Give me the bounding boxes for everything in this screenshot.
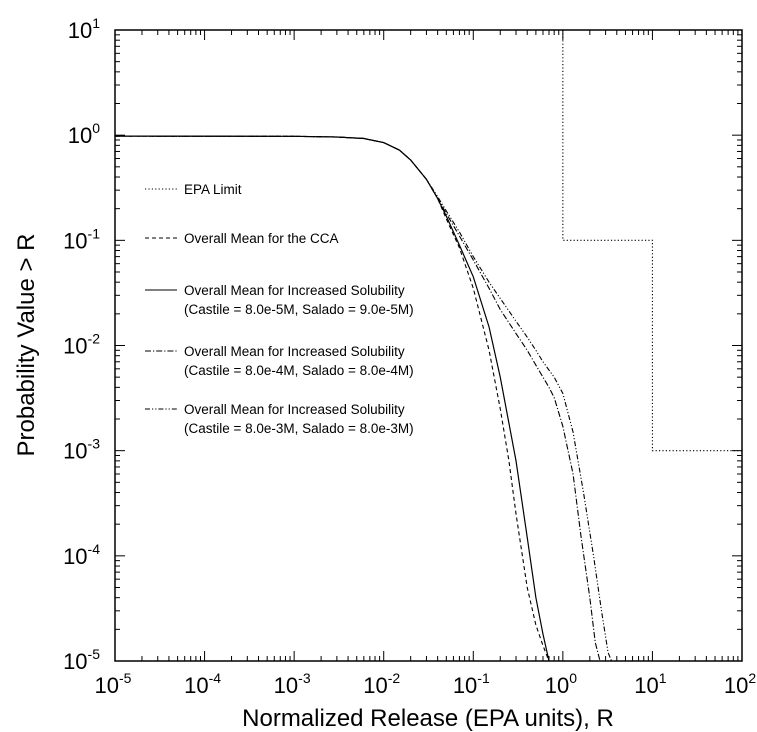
legend-label-5: Overall Mean for Increased Solubility bbox=[184, 402, 405, 417]
legend: EPA Limit Overall Mean for the CCA Overall… bbox=[145, 182, 414, 436]
y-tick-label: 10-5 bbox=[63, 646, 100, 674]
legend-label-3: Overall Mean for Increased Solubility bbox=[184, 283, 405, 298]
series-line-5 bbox=[114, 135, 613, 662]
legend-label-3: (Castile = 8.0e-5M, Salado = 9.0e-5M) bbox=[184, 302, 414, 317]
series-line-4 bbox=[114, 135, 601, 662]
x-axis-label: Normalized Release (EPA units), R bbox=[242, 705, 614, 732]
legend-label-5: (Castile = 8.0e-3M, Salado = 8.0e-3M) bbox=[184, 421, 414, 436]
y-axis-label: Probability Value > R bbox=[13, 233, 40, 456]
legend-label-4: (Castile = 8.0e-4M, Salado = 8.0e-4M) bbox=[184, 363, 414, 378]
y-tick-label: 10-1 bbox=[63, 225, 100, 253]
legend-label-4: Overall Mean for Increased Solubility bbox=[184, 344, 405, 359]
series-line-2 bbox=[114, 135, 550, 662]
x-tick-label: 10-5 bbox=[95, 670, 132, 698]
y-tick-label: 10-2 bbox=[63, 331, 100, 359]
x-tick-label: 100 bbox=[545, 670, 577, 698]
legend-label-1: EPA Limit bbox=[184, 182, 242, 197]
y-tick-label: 10-4 bbox=[63, 541, 100, 569]
series-line-1 bbox=[562, 30, 742, 452]
legend-label-2: Overall Mean for the CCA bbox=[184, 231, 339, 246]
series-group bbox=[114, 30, 742, 662]
x-tick-labels: 10-5 10-4 10-3 10-2 10-1 100 101 102 bbox=[95, 670, 757, 698]
x-tick-label: 10-3 bbox=[274, 670, 311, 698]
x-tick-label: 10-2 bbox=[363, 670, 400, 698]
x-tick-label: 10-1 bbox=[453, 670, 490, 698]
y-tick-label: 10-3 bbox=[63, 436, 100, 464]
x-tick-label: 102 bbox=[724, 670, 756, 698]
y-tick-label: 101 bbox=[68, 15, 100, 43]
axis-ticks bbox=[114, 29, 743, 662]
y-tick-labels: 10-5 10-4 10-3 10-2 10-1 100 101 bbox=[63, 15, 100, 674]
x-tick-label: 10-4 bbox=[184, 670, 221, 698]
series-line-3 bbox=[114, 135, 550, 662]
y-tick-label: 100 bbox=[68, 120, 100, 148]
x-tick-label: 101 bbox=[634, 670, 666, 698]
